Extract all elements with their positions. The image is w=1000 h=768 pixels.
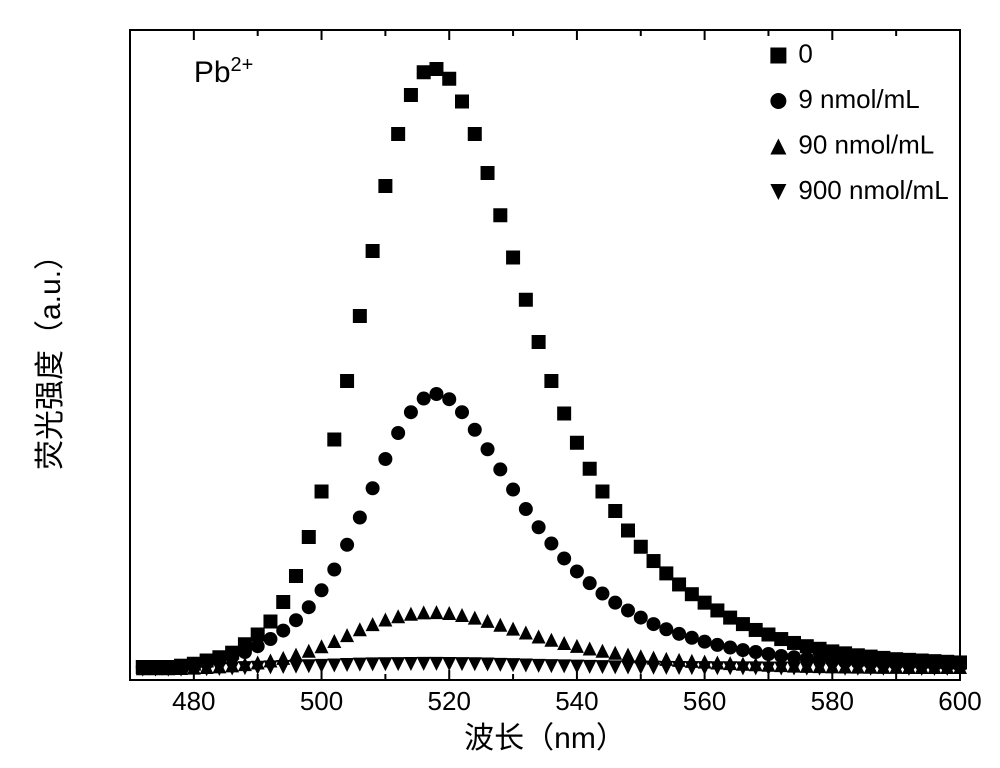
- svg-text:560: 560: [683, 686, 726, 716]
- svg-text:600: 600: [938, 686, 981, 716]
- svg-text:580: 580: [811, 686, 854, 716]
- chart-container: 480 500 520 540 560 580 600 波长（nm） 荧光强度（a.u.） Pb2…: [0, 0, 1000, 768]
- svg-text:900 nmol/mL: 900 nmol/mL: [798, 175, 948, 205]
- legend: 0 9 nmol/mL 90 nmol/mL 900 nmol/mL: [770, 39, 948, 206]
- svg-text:波长（nm）: 波长（nm）: [464, 722, 626, 755]
- svg-text:9 nmol/mL: 9 nmol/mL: [798, 84, 919, 114]
- svg-text:520: 520: [428, 686, 471, 716]
- svg-text:荧光强度（a.u.）: 荧光强度（a.u.）: [34, 240, 67, 470]
- svg-text:Pb2+: Pb2+: [194, 54, 254, 89]
- svg-text:500: 500: [300, 686, 343, 716]
- svg-text:480: 480: [172, 686, 215, 716]
- svg-text:0: 0: [798, 39, 812, 69]
- spectrum-chart: 480 500 520 540 560 580 600 波长（nm） 荧光强度（a.u.） Pb2…: [0, 0, 1000, 768]
- svg-text:540: 540: [555, 686, 598, 716]
- svg-text:90 nmol/mL: 90 nmol/mL: [798, 130, 934, 160]
